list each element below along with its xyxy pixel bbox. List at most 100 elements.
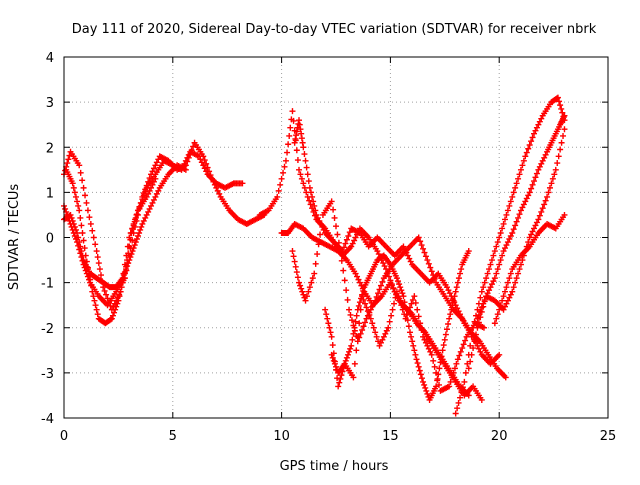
data-point (376, 342, 383, 349)
data-point (502, 216, 509, 223)
data-point (348, 342, 355, 349)
data-point (300, 144, 307, 151)
data-point (487, 261, 494, 268)
data-point (65, 156, 72, 163)
data-point (346, 229, 353, 236)
data-point (525, 145, 532, 152)
data-point (496, 306, 503, 313)
data-point (148, 202, 155, 209)
data-point (127, 254, 134, 261)
data-point (292, 263, 299, 270)
data-point (496, 261, 503, 268)
data-point (75, 202, 82, 209)
data-point (277, 181, 284, 188)
data-point (150, 196, 157, 203)
data-point (519, 162, 526, 169)
data-point (366, 311, 373, 318)
data-point (377, 282, 384, 289)
data-point (446, 290, 453, 297)
data-point (387, 277, 394, 284)
data-point (447, 378, 454, 385)
data-point (409, 338, 416, 345)
data-point (421, 381, 428, 388)
data-point (362, 319, 369, 326)
data-point (468, 351, 475, 358)
data-point (93, 248, 100, 255)
data-point (145, 178, 152, 185)
data-point (388, 312, 395, 319)
data-point (304, 171, 311, 178)
data-point (409, 296, 416, 303)
data-point (542, 197, 549, 204)
data-point (313, 211, 320, 218)
data-point (343, 354, 350, 361)
data-point (398, 302, 405, 309)
data-point (239, 180, 246, 187)
data-point (560, 132, 567, 139)
data-point (152, 175, 159, 182)
data-point (539, 157, 546, 164)
data-point (119, 275, 126, 282)
data-point (330, 206, 337, 213)
data-point (323, 311, 330, 318)
data-point (442, 331, 449, 338)
data-point (290, 253, 297, 260)
data-point (494, 239, 501, 246)
data-point (512, 184, 519, 191)
data-point (335, 383, 342, 390)
data-point (561, 126, 568, 133)
data-point (493, 243, 500, 250)
data-point (401, 311, 408, 318)
data-point (418, 327, 425, 334)
data-point (515, 270, 522, 277)
data-point (559, 109, 566, 116)
data-point (497, 229, 504, 236)
data-point (438, 353, 445, 360)
data-point (454, 305, 461, 312)
data-point (352, 270, 359, 277)
data-point (548, 180, 555, 187)
data-point (423, 387, 430, 394)
data-point (359, 293, 366, 300)
data-point (493, 270, 500, 277)
data-point (458, 389, 465, 396)
data-point (443, 284, 450, 291)
data-point (415, 313, 422, 320)
data-point (477, 348, 484, 355)
data-point (148, 184, 155, 191)
data-point (561, 211, 568, 218)
data-point (331, 360, 338, 367)
data-point (140, 217, 147, 224)
data-point (494, 266, 501, 273)
data-point (465, 248, 472, 255)
data-point (405, 308, 412, 315)
data-point (296, 117, 303, 124)
data-point (467, 358, 474, 365)
data-point (356, 320, 363, 327)
data-point (145, 190, 152, 197)
data-point (417, 371, 424, 378)
data-point (510, 284, 517, 291)
data-point (507, 270, 514, 277)
data-point (554, 94, 561, 101)
x-axis-label: GPS time / hours (280, 459, 389, 474)
data-point (538, 208, 545, 215)
data-point (532, 222, 539, 229)
data-point (474, 324, 481, 331)
data-point (208, 175, 215, 182)
data-point (513, 180, 520, 187)
data-point (478, 304, 485, 311)
data-point (94, 311, 101, 318)
data-point (130, 245, 137, 252)
data-point (449, 374, 456, 381)
data-point (546, 184, 553, 191)
data-point (475, 319, 482, 326)
data-point (374, 248, 381, 255)
data-point (153, 190, 160, 197)
data-point (71, 223, 78, 230)
data-point (87, 276, 94, 283)
data-point (421, 336, 428, 343)
data-point (88, 282, 95, 289)
data-point (74, 198, 81, 205)
data-point (536, 212, 543, 219)
